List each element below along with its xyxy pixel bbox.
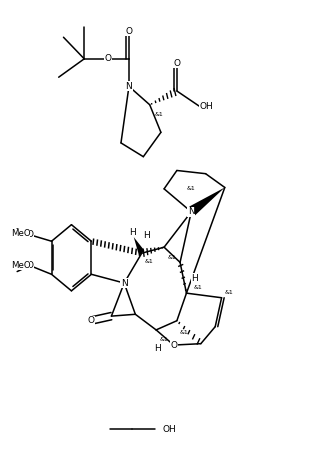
- Text: &1: &1: [225, 290, 234, 295]
- Text: &1: &1: [187, 186, 195, 191]
- Text: &1: &1: [167, 255, 176, 259]
- Text: O: O: [125, 27, 133, 36]
- Text: O: O: [173, 59, 180, 68]
- Text: O: O: [26, 230, 33, 239]
- Text: N: N: [125, 82, 132, 91]
- Text: H: H: [143, 231, 150, 240]
- Text: &1: &1: [159, 338, 168, 342]
- Text: H: H: [154, 344, 161, 353]
- Text: O: O: [87, 316, 94, 325]
- Text: &1: &1: [144, 259, 153, 264]
- Text: &1: &1: [180, 331, 189, 335]
- Polygon shape: [189, 187, 225, 217]
- Text: &1: &1: [154, 112, 163, 117]
- Text: O: O: [105, 54, 112, 63]
- Text: OH: OH: [199, 102, 213, 111]
- Text: H: H: [129, 228, 136, 237]
- Text: N: N: [121, 279, 127, 287]
- Polygon shape: [134, 237, 144, 256]
- Text: H: H: [191, 274, 198, 283]
- Text: O: O: [170, 340, 177, 350]
- Text: N: N: [188, 207, 195, 216]
- Text: O: O: [26, 261, 33, 270]
- Text: OH: OH: [162, 425, 176, 434]
- Text: &1: &1: [193, 286, 202, 291]
- Text: MeO: MeO: [11, 261, 31, 270]
- Text: MeO: MeO: [11, 229, 31, 238]
